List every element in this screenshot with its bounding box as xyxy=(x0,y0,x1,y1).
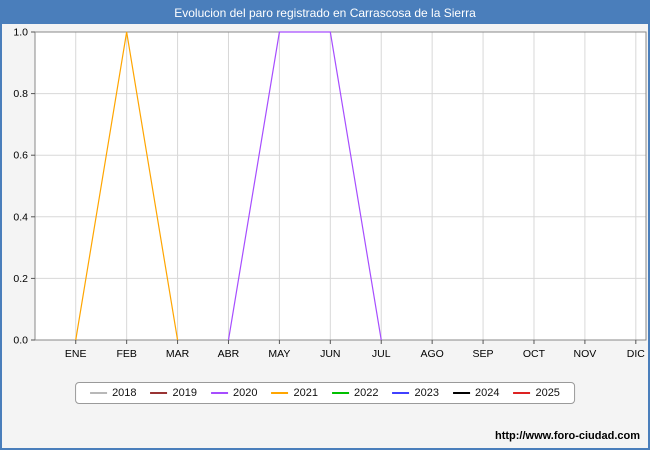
legend-label: 2022 xyxy=(354,387,379,399)
series-line-2020 xyxy=(227,31,382,341)
legend-item-2019: 2019 xyxy=(150,387,198,399)
legend-swatch xyxy=(392,392,410,394)
y-tick-label: 0.8 xyxy=(13,88,28,100)
legend-swatch xyxy=(513,392,531,394)
y-tick-label: 0.0 xyxy=(13,335,28,347)
legend-item-2022: 2022 xyxy=(332,387,378,399)
legend-item-2024: 2024 xyxy=(452,387,500,399)
x-tick-label: JUL xyxy=(372,348,391,360)
y-tick-label: 0.4 xyxy=(13,211,28,223)
legend-swatch xyxy=(211,392,229,394)
x-tick-label: MAR xyxy=(166,348,190,360)
legend-label: 2024 xyxy=(474,387,500,399)
legend-label: 2021 xyxy=(293,387,318,399)
x-tick-label: OCT xyxy=(523,348,546,360)
legend-item-2023: 2023 xyxy=(392,387,439,399)
x-tick-label: JUN xyxy=(320,348,340,360)
legend-item-2018: 2018 xyxy=(90,387,137,399)
x-tick-label: SEP xyxy=(473,348,494,360)
x-tick-label: ENE xyxy=(65,348,87,360)
x-tick-label: AGO xyxy=(420,348,443,360)
legend-swatch xyxy=(452,392,470,394)
y-tick-label: 1.0 xyxy=(13,27,28,39)
legend-item-2020: 2020 xyxy=(211,387,258,399)
legend-item-2025: 2025 xyxy=(513,387,560,399)
legend-label: 2018 xyxy=(112,387,137,399)
legend-swatch xyxy=(332,392,349,394)
x-tick-label: DIC xyxy=(627,348,646,360)
legend: 2018 2019 2020 2021 2022 2023 2024 2025 xyxy=(75,382,575,404)
x-tick-label: MAY xyxy=(268,348,290,360)
y-tick-label: 0.6 xyxy=(13,150,28,162)
y-tick-label: 0.2 xyxy=(13,273,28,285)
chart-canvas: 0.0 0.2 0.4 0.6 0.8 1.0 ENE FEB MAR ABR MAY JUN JUL A… xyxy=(13,27,647,360)
x-tick-label: FEB xyxy=(116,348,136,360)
series-line-2021 xyxy=(75,31,179,341)
x-tick-label: ABR xyxy=(218,348,240,360)
legend-label: 2019 xyxy=(172,387,198,399)
plot-area: 0.0 0.2 0.4 0.6 0.8 1.0 ENE FEB MAR ABR MAY JUN JUL A… xyxy=(2,24,648,374)
legend-label: 2023 xyxy=(414,387,439,399)
legend-swatch xyxy=(150,392,168,394)
legend-item-2021: 2021 xyxy=(271,387,318,399)
legend-label: 2025 xyxy=(535,387,560,399)
legend-swatch xyxy=(90,392,108,394)
chart-title: Evolucion del paro registrado en Carrasc… xyxy=(2,2,648,24)
legend-swatch xyxy=(271,392,289,394)
x-tick-label: NOV xyxy=(574,348,597,360)
legend-label: 2020 xyxy=(233,387,258,399)
watermark-link[interactable]: http://www.foro-ciudad.com xyxy=(494,430,640,442)
plot-border xyxy=(34,31,647,341)
